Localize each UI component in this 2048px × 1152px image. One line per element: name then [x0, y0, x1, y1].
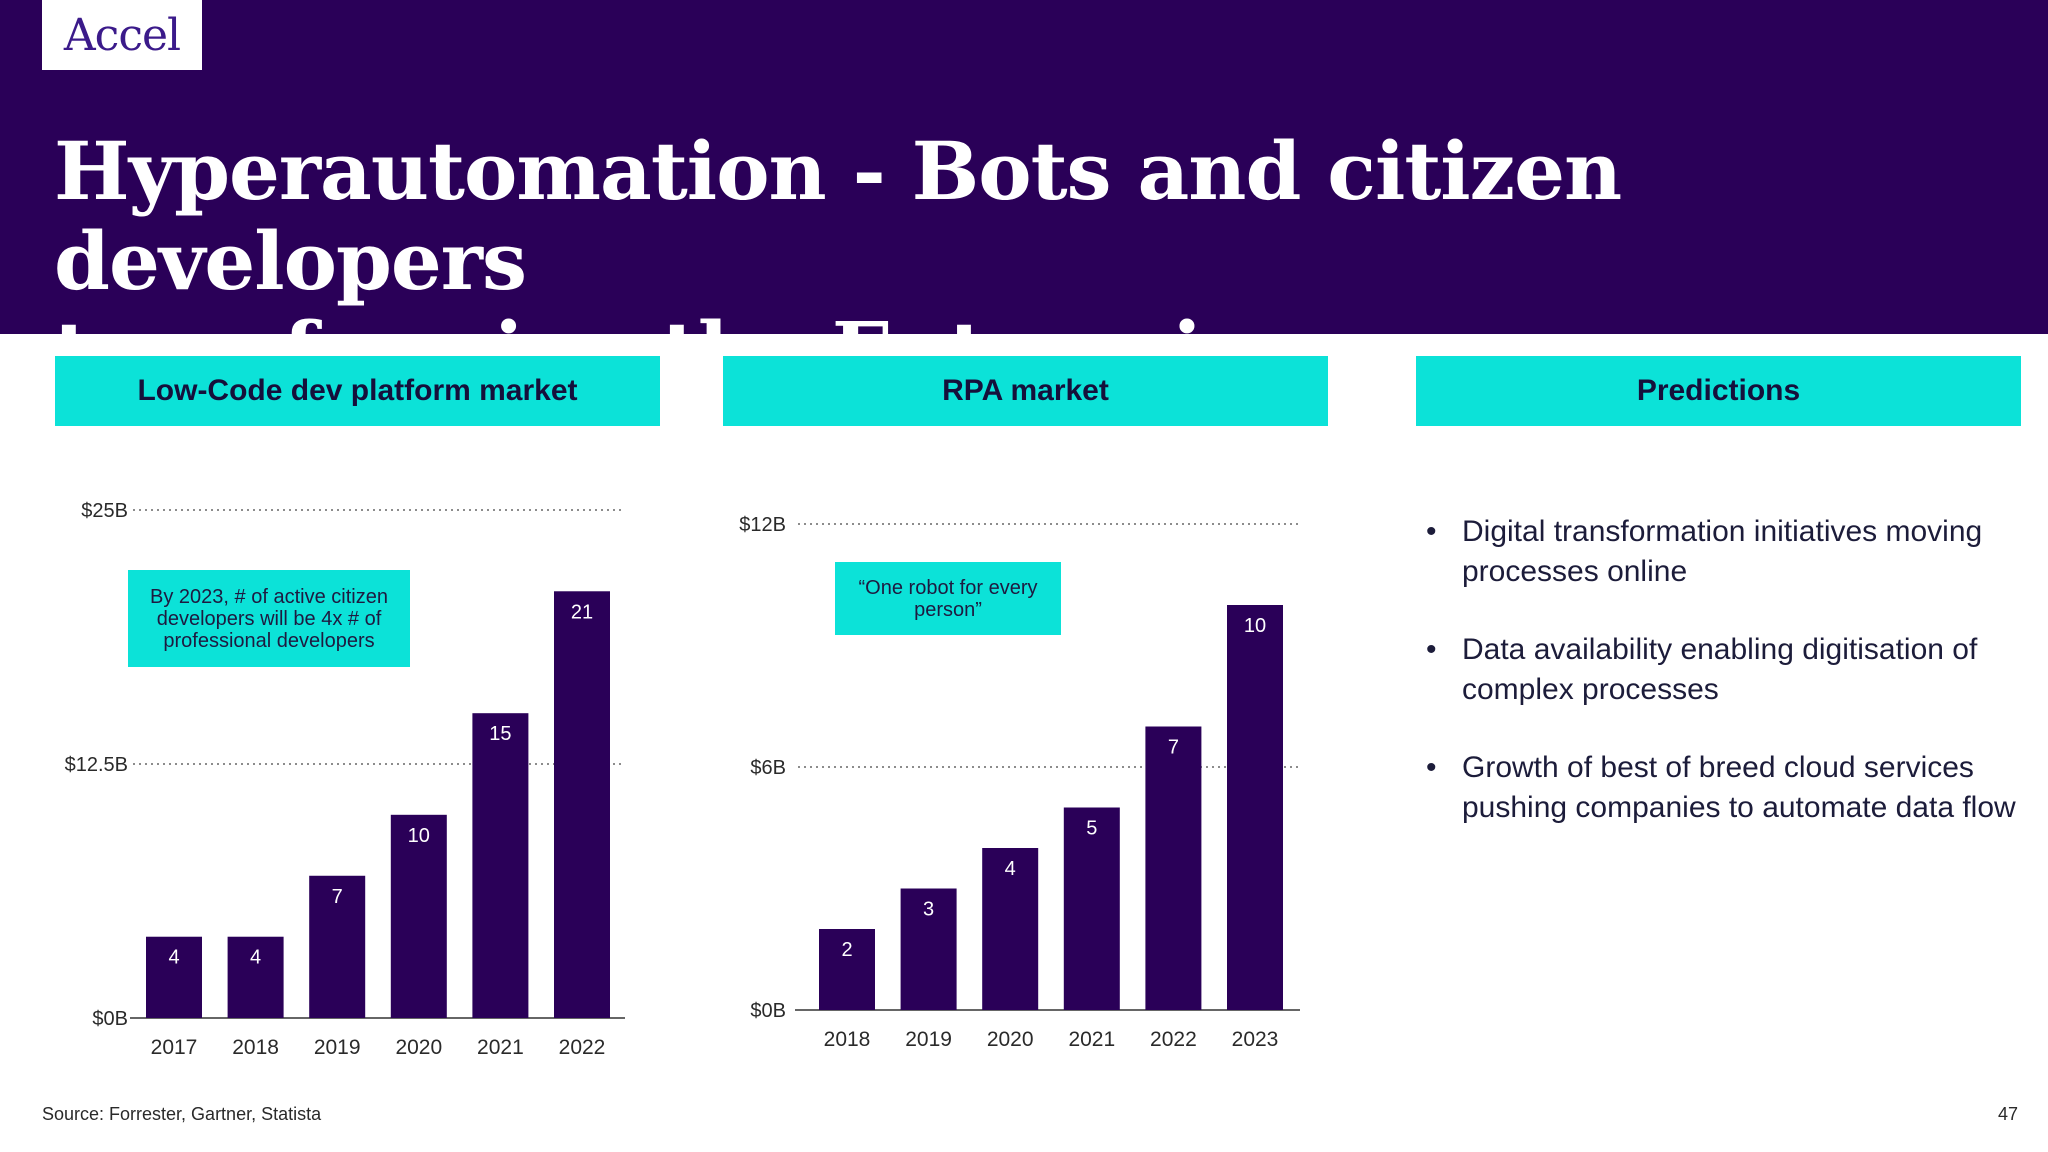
prediction-item: • Data availability enabling digitisation…	[1422, 630, 2022, 710]
rpa-x-tick-label: 2018	[824, 1028, 871, 1051]
accel-logo: Accel	[42, 0, 202, 70]
rpa-bar-value-label: 4	[1005, 858, 1016, 880]
rpa-x-tick-label: 2020	[987, 1028, 1034, 1051]
rpa-bar-value-label: 5	[1086, 818, 1097, 840]
lowcode-bar-value-label: 15	[489, 723, 511, 745]
rpa-x-tick-label: 2023	[1232, 1028, 1279, 1051]
prediction-item: • Digital transformation initiatives movi…	[1422, 512, 2022, 592]
lowcode-x-tick-label: 2018	[232, 1036, 279, 1059]
logo-text: Accel	[63, 9, 181, 61]
title-line-1: Hyperautomation - Bots and citizen devel…	[54, 124, 1622, 308]
one-robot-callout: “One robot for every person”	[835, 562, 1061, 635]
page-number: 47	[1997, 1104, 2018, 1124]
rpa-bar-value-label: 7	[1168, 737, 1179, 759]
lowcode-bar	[309, 875, 366, 1018]
title-banner: Accel Hyperautomation - Bots and citizen…	[0, 0, 2048, 396]
rpa-bar-value-label: 2	[841, 939, 852, 961]
lowcode-y-tick-label: $12.5B	[65, 754, 128, 776]
lowcode-bar-value-label: 4	[168, 947, 179, 969]
rpa-bar-value-label: 3	[923, 899, 934, 921]
predictions-panel-header: Predictions	[1416, 356, 2021, 426]
lowcode-panel-header: Low-Code dev platform market	[55, 356, 660, 426]
lowcode-bar	[472, 713, 529, 1018]
lowcode-bar	[554, 591, 610, 1018]
rpa-y-tick-label: $12B	[739, 514, 786, 536]
rpa-x-tick-label: 2021	[1068, 1028, 1115, 1051]
lowcode-y-tick-label: $0B	[92, 1008, 128, 1030]
prediction-item: • Growth of best of breed cloud services …	[1422, 748, 2022, 828]
lowcode-bar-value-label: 10	[408, 825, 430, 847]
prediction-text: Digital transformation initiatives movin…	[1462, 515, 1983, 588]
rpa-x-tick-label: 2019	[905, 1028, 952, 1051]
rpa-bar	[1145, 726, 1202, 1010]
lowcode-y-tick-label: $25B	[81, 500, 128, 522]
lowcode-bar	[146, 936, 202, 1018]
rpa-bar	[1227, 605, 1283, 1010]
citizen-developers-callout: By 2023, # of active citizen developers …	[128, 570, 410, 667]
lowcode-bar-value-label: 7	[332, 886, 343, 908]
lowcode-bar	[390, 814, 447, 1018]
rpa-y-tick-label: $6B	[750, 757, 786, 779]
lowcode-x-tick-label: 2022	[559, 1036, 606, 1059]
lowcode-x-tick-label: 2020	[395, 1036, 442, 1059]
bullet-icon: •	[1426, 515, 1437, 548]
prediction-text: Data availability enabling digitisation …	[1462, 633, 1978, 706]
rpa-bar	[900, 888, 957, 1010]
rpa-bar-value-label: 10	[1244, 615, 1266, 637]
lowcode-x-tick-label: 2021	[477, 1036, 524, 1059]
lowcode-x-tick-label: 2017	[151, 1036, 198, 1059]
prediction-text: Growth of best of breed cloud services p…	[1462, 751, 2016, 824]
rpa-bar	[1063, 807, 1120, 1010]
rpa-x-tick-label: 2022	[1150, 1028, 1197, 1051]
lowcode-x-tick-label: 2019	[314, 1036, 361, 1059]
rpa-y-tick-label: $0B	[750, 1000, 786, 1022]
rpa-bar	[819, 929, 875, 1010]
lowcode-bar-value-label: 21	[571, 601, 593, 623]
rpa-bar	[982, 848, 1039, 1010]
rpa-panel-header: RPA market	[723, 356, 1328, 426]
lowcode-bar-value-label: 4	[250, 947, 261, 969]
bullet-icon: •	[1426, 751, 1437, 784]
lowcode-bar	[227, 936, 284, 1018]
predictions-list: • Digital transformation initiatives movi…	[1422, 512, 2022, 866]
bullet-icon: •	[1426, 633, 1437, 666]
source-note: Source: Forrester, Gartner, Statista	[42, 1104, 322, 1124]
page-title: Hyperautomation - Bots and citizen devel…	[54, 126, 1954, 396]
